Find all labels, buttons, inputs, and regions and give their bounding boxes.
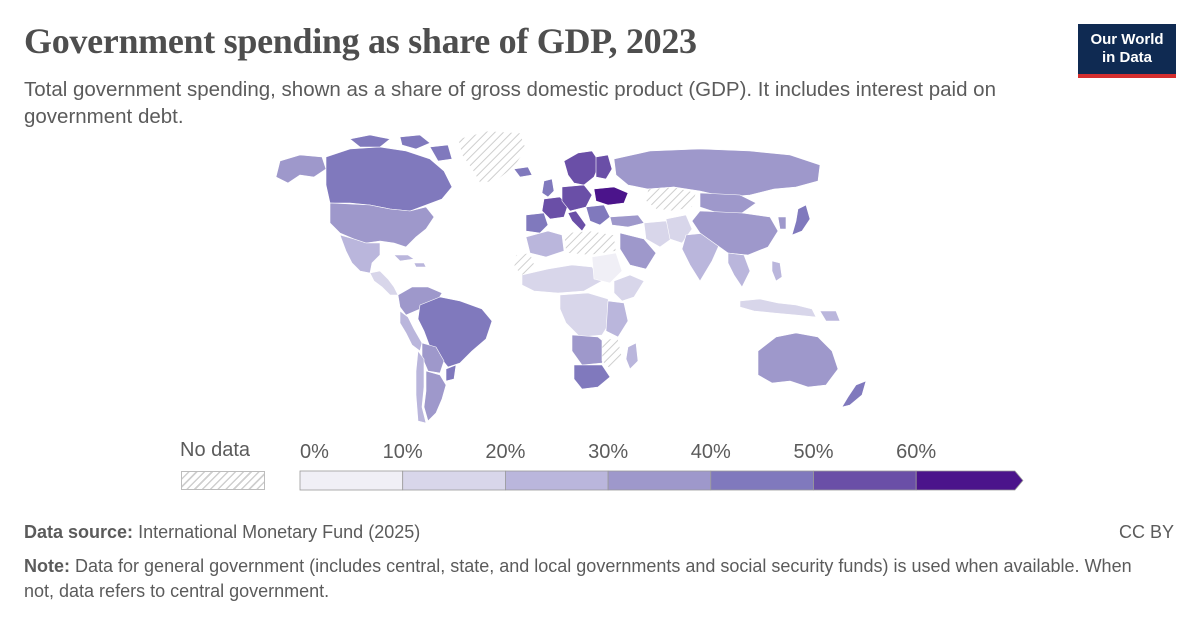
map-country-turkey[interactable] [609, 214, 645, 228]
map-country-china[interactable] [691, 210, 779, 256]
legend-bin-label: 0% [300, 441, 329, 463]
map-country-canada[interactable] [325, 146, 453, 212]
map-country-mongolia[interactable] [699, 192, 757, 214]
map-country-iceland[interactable] [513, 166, 533, 178]
note-label: Note: [24, 556, 70, 576]
map-country-east-africa[interactable] [605, 300, 629, 338]
map-country-libya-egypt[interactable] [563, 230, 617, 256]
map-country-madagascar[interactable] [625, 342, 639, 370]
legend-bin-swatch[interactable] [813, 470, 917, 491]
map-country-caribbean[interactable] [393, 254, 427, 268]
chart-title: Government spending as share of GDP, 202… [24, 21, 697, 61]
map-country-russia[interactable] [613, 148, 821, 198]
map-country-balkans[interactable] [585, 204, 611, 226]
map-country-united-kingdom[interactable] [541, 178, 555, 198]
map-country-mexico[interactable] [339, 234, 381, 274]
map-country-argentina[interactable] [423, 370, 447, 422]
legend-bin-swatch[interactable] [299, 470, 404, 491]
map-country-sudan[interactable] [591, 252, 623, 284]
map-country-ecuador-peru[interactable] [399, 310, 423, 352]
map-country-ukraine[interactable] [593, 186, 629, 206]
map-country-indonesia[interactable] [739, 298, 817, 318]
map-country-mozambique-region[interactable] [601, 338, 623, 370]
map-country-japan[interactable] [791, 204, 811, 236]
map-country-southern-africa[interactable] [573, 364, 611, 390]
map-country-sahel[interactable] [521, 264, 603, 294]
legend-bin-label: 30% [588, 441, 628, 463]
map-country-central-america[interactable] [369, 270, 399, 296]
license-link[interactable]: CC BY [1118, 522, 1174, 542]
chart-subtitle: Total government spending, shown as a sh… [24, 78, 996, 128]
legend-bin-label: 50% [793, 441, 833, 463]
map-country-italy[interactable] [567, 210, 587, 232]
map-country-philippines[interactable] [771, 260, 783, 282]
map-country-united-states[interactable] [329, 202, 435, 248]
note-text: Data for general government (includes ce… [24, 556, 1132, 601]
map-country-australia[interactable] [757, 332, 839, 388]
legend-color-scale: 0% 10% 20% 30% 40% 50% 60% [299, 441, 1024, 491]
map-country-iran[interactable] [643, 220, 675, 248]
world-map-svg[interactable] [230, 125, 870, 425]
chart-note: Note: Data for general government (inclu… [24, 554, 1164, 604]
legend-bin-swatch[interactable] [915, 470, 1024, 491]
logo-line-1: Our World [1090, 31, 1164, 48]
map-legend: No data 0% 10% 20% 30% 40% 50% 60% [0, 430, 1200, 500]
legend-bin-swatch[interactable] [710, 470, 814, 491]
map-country-papua-new-guinea[interactable] [819, 310, 841, 322]
map-country-alaska-region[interactable] [275, 154, 327, 184]
world-map[interactable] [230, 125, 870, 425]
legend-nodata-label: No data [180, 439, 251, 461]
legend-bin-label: 10% [383, 441, 423, 463]
data-source-label: Data source: [24, 522, 134, 542]
legend-bin-swatch[interactable] [504, 470, 609, 491]
map-country-greenland[interactable] [457, 130, 527, 184]
legend-bin-label: 40% [691, 441, 731, 463]
map-country-scandinavia[interactable] [563, 150, 601, 186]
map-country-canada-arctic[interactable] [349, 134, 453, 162]
map-country-saudi-arabia[interactable] [619, 232, 657, 270]
map-country-north-africa-west[interactable] [525, 230, 565, 258]
map-country-france[interactable] [541, 196, 569, 220]
legend-bin-label: 60% [896, 441, 936, 463]
map-country-iberia[interactable] [525, 212, 549, 234]
map-country-horn-of-africa[interactable] [613, 274, 645, 302]
data-source: Data source: International Monetary Fund… [24, 522, 420, 543]
map-country-new-zealand[interactable] [841, 380, 867, 408]
map-country-central-africa[interactable] [559, 292, 613, 338]
owid-logo[interactable]: Our World in Data [1078, 24, 1176, 78]
map-country-western-sahara[interactable] [513, 252, 537, 276]
map-country-central-asia[interactable] [645, 186, 697, 212]
legend-bin-label: 20% [485, 441, 525, 463]
map-country-chile[interactable] [415, 350, 427, 424]
legend-nodata-swatch [181, 471, 265, 490]
legend-bin-swatch[interactable] [402, 470, 506, 491]
map-country-korea[interactable] [777, 216, 787, 230]
map-country-uruguay[interactable] [445, 364, 457, 382]
legend-bin-swatch[interactable] [607, 470, 712, 491]
map-country-southeast-asia[interactable] [727, 252, 751, 288]
map-country-finland[interactable] [595, 154, 613, 180]
map-country-angola-zambia[interactable] [571, 334, 611, 366]
data-source-text[interactable]: International Monetary Fund (2025) [138, 522, 421, 542]
logo-line-2: in Data [1101, 49, 1152, 66]
